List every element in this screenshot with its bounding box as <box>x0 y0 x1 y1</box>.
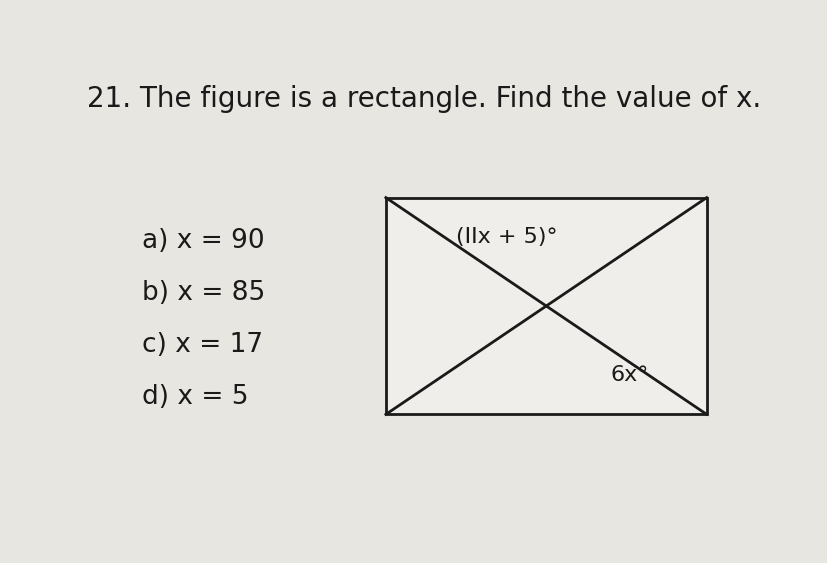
Text: 21. The figure is a rectangle. Find the value of x.: 21. The figure is a rectangle. Find the … <box>87 85 761 113</box>
Bar <box>385 198 705 414</box>
Text: b) x = 85: b) x = 85 <box>142 280 265 306</box>
Text: (IIx + 5)°: (IIx + 5)° <box>456 227 557 247</box>
Text: d) x = 5: d) x = 5 <box>142 384 248 410</box>
Text: a) x = 90: a) x = 90 <box>142 228 265 254</box>
Text: c) x = 17: c) x = 17 <box>142 332 263 358</box>
Text: 6x°: 6x° <box>609 365 648 385</box>
